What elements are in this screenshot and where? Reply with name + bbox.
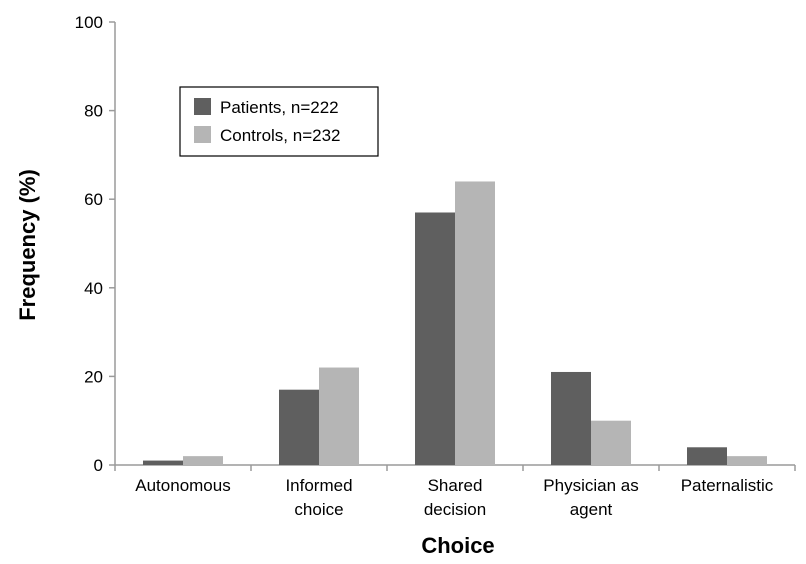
y-axis-title: Frequency (%) [15, 169, 40, 321]
bars [143, 181, 767, 466]
y-tick-label: 80 [84, 102, 103, 121]
bar-controls [727, 456, 767, 465]
x-axis: Autonomous Informed choice Shared decision Ph… [114, 464, 796, 519]
x-tick-label: Shared [428, 476, 483, 495]
y-axis: 0 20 40 60 80 100 [75, 13, 116, 475]
legend-label-controls: Controls, n=232 [220, 126, 341, 145]
y-tick-label: 40 [84, 279, 103, 298]
x-axis-title: Choice [421, 533, 494, 558]
legend-label-patients: Patients, n=222 [220, 98, 339, 117]
bar-controls [319, 367, 359, 465]
x-tick-label: Autonomous [135, 476, 230, 495]
x-tick-label: decision [424, 500, 486, 519]
bar-controls [591, 420, 631, 465]
x-tick-label: agent [570, 500, 613, 519]
bar-controls [455, 181, 495, 466]
y-tick-label: 100 [75, 13, 103, 32]
y-tick-label: 60 [84, 190, 103, 209]
x-tick-label: Physician as [543, 476, 638, 495]
bar-controls [183, 456, 223, 465]
bar-patients [279, 389, 319, 465]
legend-swatch-controls [194, 126, 211, 143]
bar-patients [687, 447, 727, 465]
bar-patients [415, 212, 455, 465]
legend-swatch-patients [194, 98, 211, 115]
x-tick-label: choice [294, 500, 343, 519]
y-tick-label: 0 [94, 456, 103, 475]
bar-patients [143, 460, 183, 465]
legend: Patients, n=222 Controls, n=232 [179, 86, 379, 157]
legend-box [179, 86, 379, 157]
y-tick-label: 20 [84, 367, 103, 386]
x-tick-label: Paternalistic [681, 476, 774, 495]
bar-patients [551, 371, 591, 465]
x-tick-label: Informed [285, 476, 352, 495]
